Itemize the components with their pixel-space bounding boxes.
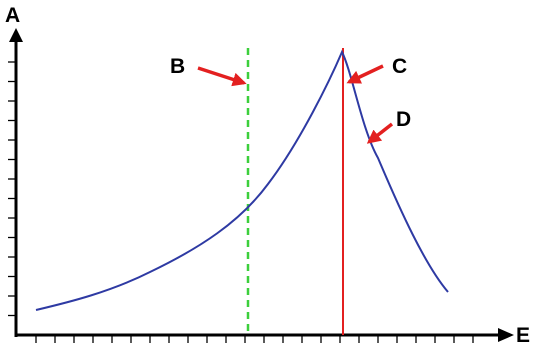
y-axis-label: A: [5, 4, 20, 27]
x-axis-ticks: [35, 335, 474, 343]
arrow-to-curve-icon: [366, 122, 394, 144]
arrow-to-dashed-line-icon: [197, 66, 247, 87]
y-axis-ticks: [8, 61, 16, 317]
arrow-to-peak-line-icon: [346, 64, 384, 84]
label-d: D: [396, 108, 411, 131]
label-c: C: [392, 55, 407, 78]
response-curve: [35, 49, 449, 311]
label-b: B: [170, 55, 185, 78]
x-axis-arrowhead-icon: [498, 328, 514, 342]
x-axis-label: E: [516, 324, 530, 347]
y-axis-arrowhead-icon: [9, 28, 23, 42]
